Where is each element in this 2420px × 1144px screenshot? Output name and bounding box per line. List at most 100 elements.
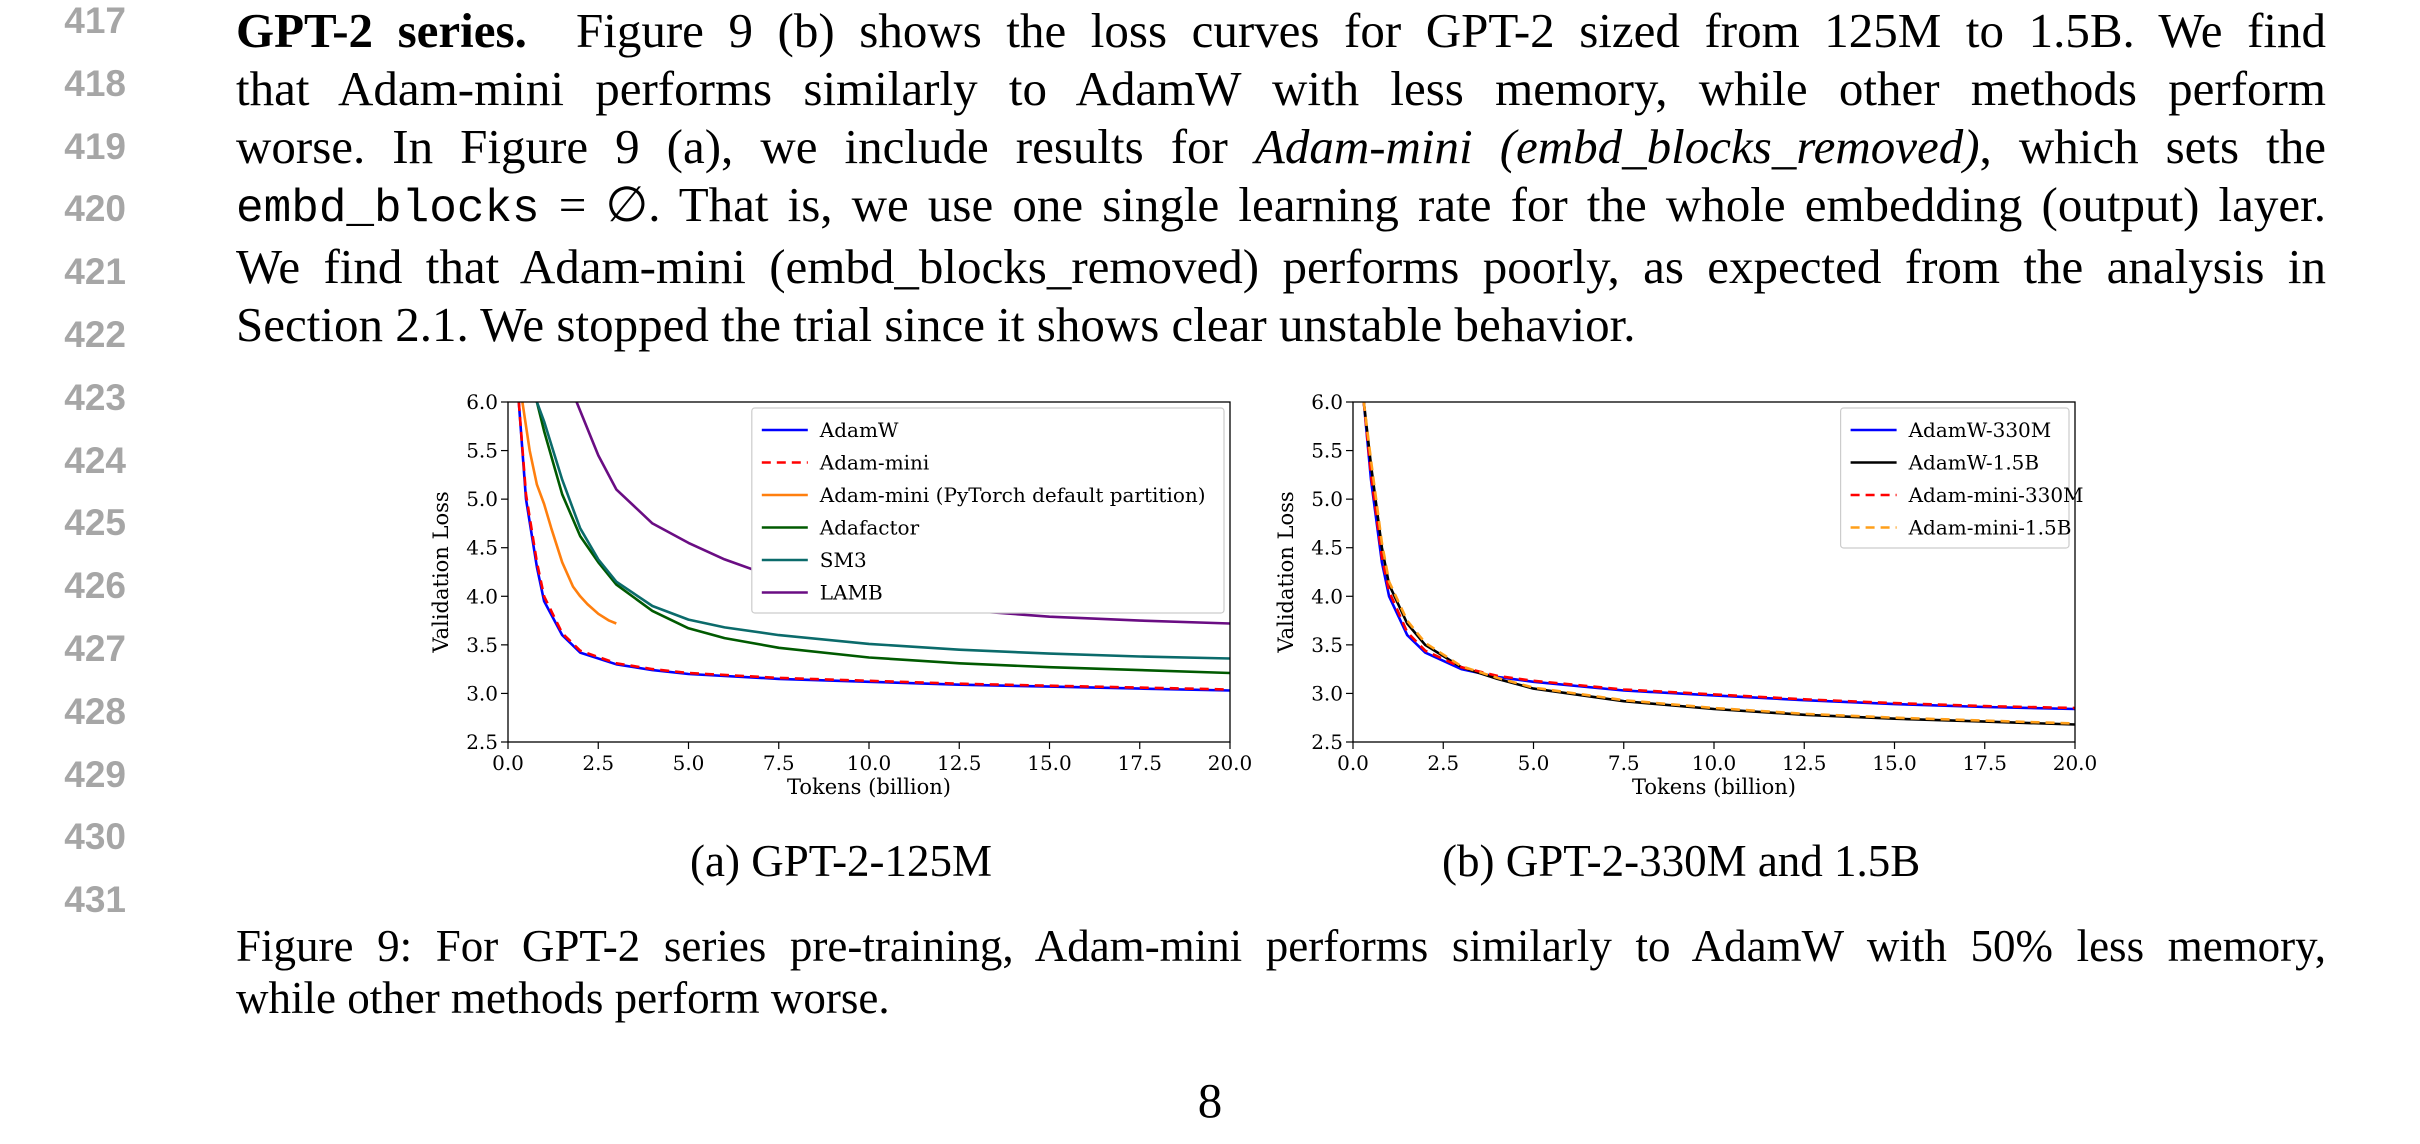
y-tick-label: 6.0 xyxy=(466,390,498,414)
legend-entry: AdamW-1.5B xyxy=(1908,451,2040,475)
series-line-2 xyxy=(1362,402,2075,710)
paragraph-line: GPT-2 series. Figure 9 (b) shows the los… xyxy=(236,2,2326,60)
y-tick-label: 5.0 xyxy=(466,487,498,511)
line-number: 419 xyxy=(64,125,126,167)
x-tick-label: 5.0 xyxy=(673,751,705,775)
line-number: 418 xyxy=(64,62,126,104)
legend: AdamW Adam-mini Adam-mini (PyTorch default… xyxy=(751,407,1225,614)
italic-method-name: Adam-mini (embd_blocks_removed) xyxy=(1254,119,1980,174)
x-axis-label: Tokens (billion) xyxy=(787,775,951,799)
x-tick-label: 12.5 xyxy=(937,751,982,775)
figure-caption: Figure 9: For GPT-2 series pre-training,… xyxy=(236,920,2326,1024)
y-tick-label: 5.5 xyxy=(1311,439,1343,463)
y-tick-label: 4.0 xyxy=(1311,584,1343,608)
page-number: 8 xyxy=(1197,1073,1223,1128)
line-number: 431 xyxy=(64,879,126,921)
series-line-1 xyxy=(517,402,1230,691)
x-tick-label: 5.0 xyxy=(1518,751,1550,775)
legend-entry: AdamW-330M xyxy=(1908,418,2052,442)
inline-code: embd_blocks xyxy=(236,183,540,235)
line-number: 423 xyxy=(64,376,126,418)
x-axis-label: Tokens (billion) xyxy=(1632,775,1796,799)
math-symbol: = ∅ xyxy=(539,177,649,232)
legend: AdamW-330M AdamW-1.5B Adam-mini-330M Adam-m… xyxy=(1839,407,2084,549)
x-tick-label: 7.5 xyxy=(1608,751,1640,775)
legend-entry: SM3 xyxy=(820,548,867,572)
y-axis-label: Validation Loss xyxy=(429,491,453,653)
paragraph-text: Figure 9 (b) shows the loss curves for G… xyxy=(576,3,2326,58)
y-axis-label: Validation Loss xyxy=(1274,491,1298,653)
line-number: 421 xyxy=(64,251,126,293)
y-tick-label: 3.5 xyxy=(466,633,498,657)
legend-entry: Adam-mini xyxy=(819,451,930,475)
y-tick-label: 5.0 xyxy=(1311,487,1343,511)
x-tick-label: 7.5 xyxy=(763,751,795,775)
y-tick-label: 4.0 xyxy=(466,584,498,608)
caption-line: Figure 9: For GPT-2 series pre-training,… xyxy=(236,920,2326,972)
x-tick-label: 10.0 xyxy=(1692,751,1737,775)
legend-entry: Adam-mini-1.5B xyxy=(1908,516,2072,540)
x-tick-label: 0.0 xyxy=(1337,751,1369,775)
x-tick-label: 15.0 xyxy=(1872,751,1917,775)
line-numbers: 417 418 419 420 421 422 423 424 425 426 427 428 429 4… xyxy=(0,0,126,920)
line-number: 429 xyxy=(64,753,126,795)
paragraph-line: embd_blocks = ∅. That is, we use one sin… xyxy=(236,176,2326,238)
y-tick-label: 4.5 xyxy=(1311,536,1343,560)
paragraph-line: worse. In Figure 9 (a), we include resul… xyxy=(236,118,2326,176)
paragraph-gpt2-series: GPT-2 series. Figure 9 (b) shows the los… xyxy=(236,2,2326,354)
x-tick-label: 20.0 xyxy=(2053,751,2098,775)
line-number: 430 xyxy=(64,816,126,858)
paragraph-line: We find that Adam-mini (embd_blocks_remo… xyxy=(236,239,2326,294)
paragraph-line: that Adam-mini performs similarly to Ada… xyxy=(236,61,2326,116)
line-number: 424 xyxy=(64,439,126,481)
y-tick-label: 3.5 xyxy=(1311,633,1343,657)
legend-entry: Adafactor xyxy=(819,516,920,540)
line-number: 428 xyxy=(64,690,126,732)
line-number: 420 xyxy=(64,188,126,230)
series-line-4 xyxy=(535,402,1230,660)
x-tick-label: 2.5 xyxy=(1427,751,1459,775)
y-tick-label: 4.5 xyxy=(466,536,498,560)
y-tick-label: 2.5 xyxy=(1311,730,1343,754)
caption-label: Figure 9: xyxy=(236,921,413,971)
series-line-2 xyxy=(521,402,617,625)
chart-gpt2-125m: 0.0 2.5 5.0 7.5 10.0 12.5 15.0 17.5 20.02.53.03.… xyxy=(429,390,1253,799)
subcaption-b: (b) GPT-2-330M and 1.5B xyxy=(1442,836,1921,886)
x-tick-label: 10.0 xyxy=(847,751,892,775)
y-tick-label: 3.0 xyxy=(466,681,498,705)
paragraph-text: . That is, we use one single learning ra… xyxy=(648,177,2326,232)
series-line-3 xyxy=(1362,402,2075,725)
y-tick-label: 3.0 xyxy=(1311,681,1343,705)
chart-gpt2-330m-1-5b: 0.0 2.5 5.0 7.5 10.0 12.5 15.0 17.5 20.02.53.03.… xyxy=(1274,390,2098,799)
paragraph-text: worse. In Figure 9 (a), we include resul… xyxy=(236,119,1255,174)
legend-entry: AdamW xyxy=(819,418,899,442)
subcaption-a: (a) GPT-2-125M xyxy=(690,836,993,886)
line-number: 417 xyxy=(64,0,126,41)
x-tick-label: 2.5 xyxy=(582,751,614,775)
x-tick-label: 15.0 xyxy=(1027,751,1072,775)
x-tick-label: 17.5 xyxy=(1962,751,2007,775)
paragraph-text: , which sets the xyxy=(1979,119,2326,174)
legend-entry: Adam-mini (PyTorch default partition) xyxy=(819,483,1206,507)
x-tick-label: 17.5 xyxy=(1117,751,1162,775)
line-number: 422 xyxy=(64,314,126,355)
caption-line: while other methods perform worse. xyxy=(236,973,890,1023)
line-number: 426 xyxy=(64,565,126,607)
paragraph-heading: GPT-2 series. xyxy=(236,3,527,58)
legend-entry: LAMB xyxy=(820,581,883,605)
legend-box xyxy=(1839,407,2070,549)
x-tick-label: 0.0 xyxy=(492,751,524,775)
line-number: 425 xyxy=(64,502,126,544)
paragraph-line: Section 2.1. We stopped the trial since … xyxy=(236,297,1636,352)
series-line-3 xyxy=(535,402,1230,675)
y-tick-label: 5.5 xyxy=(466,439,498,463)
y-tick-label: 2.5 xyxy=(466,730,498,754)
line-number: 427 xyxy=(64,628,126,669)
caption-text: For GPT-2 series pre-training, Adam-mini… xyxy=(412,921,2326,971)
x-tick-label: 20.0 xyxy=(1208,751,1253,775)
plot-area xyxy=(1362,402,2075,726)
legend-entry: Adam-mini-330M xyxy=(1908,483,2084,507)
legend-box xyxy=(751,407,1225,614)
y-tick-label: 6.0 xyxy=(1311,390,1343,414)
x-tick-label: 12.5 xyxy=(1782,751,1827,775)
